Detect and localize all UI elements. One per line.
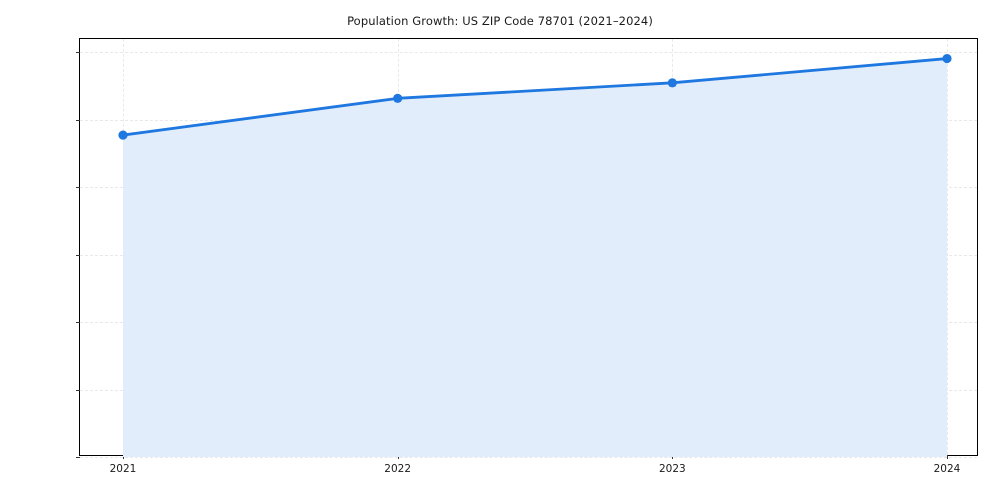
- data-point-marker: [942, 53, 952, 64]
- y-tick-mark: [76, 322, 80, 324]
- y-tick-mark: [76, 254, 80, 256]
- gridline-horizontal: [80, 457, 977, 458]
- y-tick-mark: [76, 389, 80, 391]
- area-fill: [123, 58, 948, 458]
- x-tick-label: 2022: [384, 463, 412, 475]
- y-tick-mark: [76, 457, 80, 458]
- x-tick-label: 2024: [933, 463, 961, 475]
- x-tick-mark: [123, 455, 124, 459]
- data-point-marker: [393, 93, 403, 103]
- x-tick-mark: [397, 455, 399, 459]
- x-tick-mark: [947, 455, 948, 459]
- data-line: [121, 57, 949, 137]
- y-tick-mark: [76, 187, 80, 189]
- x-tick-label: 2023: [658, 463, 686, 475]
- data-point-marker: [118, 130, 128, 140]
- x-tick-label: 2021: [109, 463, 137, 475]
- y-tick-mark: [76, 119, 80, 121]
- y-tick-mark: [76, 52, 80, 54]
- x-tick-mark: [672, 455, 674, 459]
- plot-area: 02,0004,0006,0008,00010,00012,000 202120…: [76, 38, 978, 475]
- population-line-series: [118, 53, 952, 458]
- data-point-marker: [667, 78, 677, 88]
- chart-title: Population Growth: US ZIP Code 78701 (20…: [347, 14, 653, 28]
